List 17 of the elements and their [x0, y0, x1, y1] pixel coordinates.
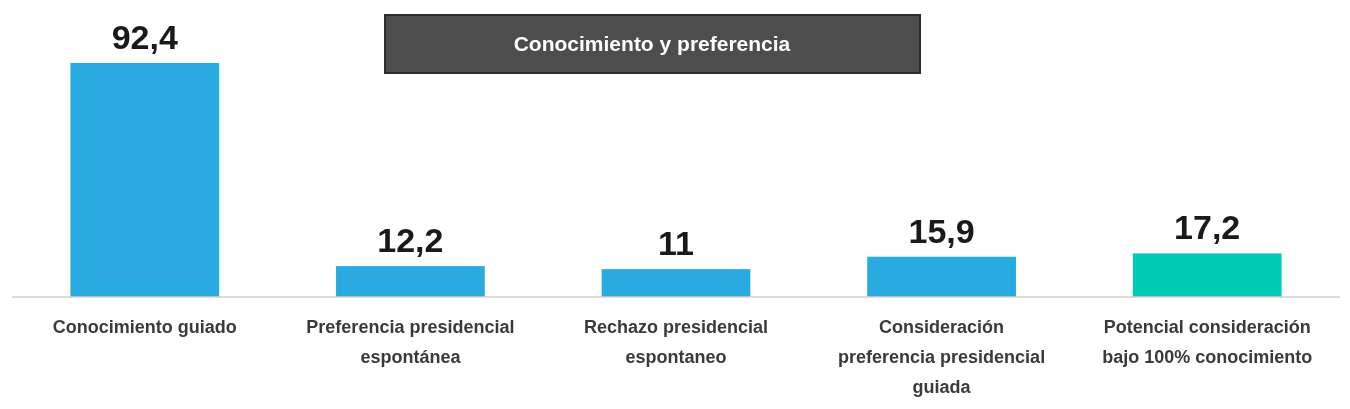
bar: [867, 256, 1016, 297]
x-tick-label: Preferencia presidencial espontánea: [306, 317, 515, 367]
x-tick-label: Rechazo presidencial espontaneo: [583, 317, 769, 367]
title-box: Conocimiento y preferencia: [384, 14, 921, 74]
data-label: 11: [658, 224, 694, 263]
x-tick-label: Conocimiento guiado: [52, 317, 237, 337]
data-label: 15,9: [908, 211, 975, 250]
chart-title: Conocimiento y preferencia: [513, 32, 791, 55]
bar: [336, 266, 485, 297]
data-label: 92,4: [111, 18, 178, 56]
bar: [70, 63, 220, 297]
bar: [1132, 253, 1282, 297]
x-tick-label: Potencial consideración bajo 100% conocimiento: [1102, 317, 1313, 367]
x-tick-label: Consideración preferencia presidencial guiada: [838, 317, 1046, 397]
data-label: 17,2: [1174, 208, 1241, 247]
data-label: 12,2: [377, 221, 444, 260]
bar: [601, 269, 751, 297]
